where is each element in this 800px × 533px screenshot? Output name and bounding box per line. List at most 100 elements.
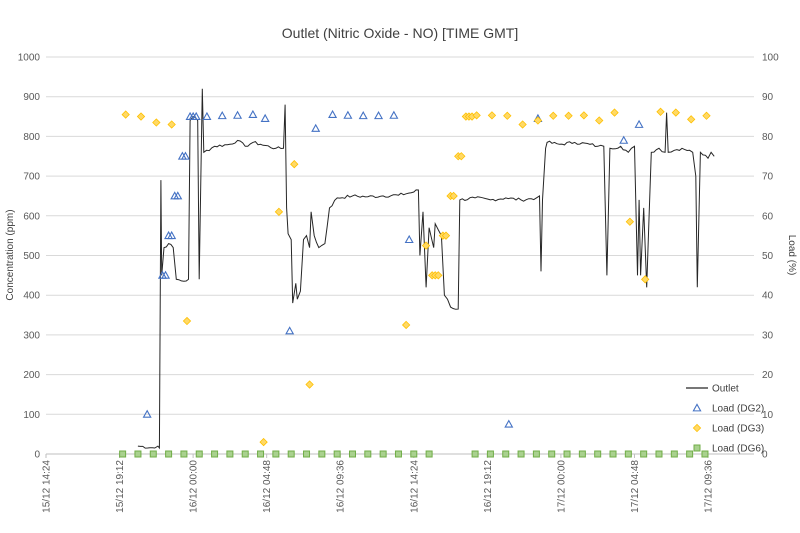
point-load-dg6 bbox=[348, 450, 356, 458]
point-load-dg3 bbox=[274, 207, 284, 216]
point-load-dg6 bbox=[272, 450, 280, 458]
point-load-dg2 bbox=[374, 111, 384, 120]
point-load-dg2 bbox=[619, 135, 629, 144]
point-load-dg2 bbox=[142, 409, 152, 418]
point-load-dg3 bbox=[564, 111, 573, 120]
legend-swatch-diamond bbox=[692, 423, 702, 433]
point-load-dg6 bbox=[379, 450, 387, 458]
point-load-dg6 bbox=[410, 450, 418, 458]
y2-tick-label: 30 bbox=[762, 330, 774, 341]
y-tick-label: 400 bbox=[23, 291, 40, 302]
series-line-outlet bbox=[137, 88, 715, 450]
y2-tick-label: 40 bbox=[762, 291, 774, 302]
y-axis-title: Concentration (ppm) bbox=[5, 209, 16, 300]
y2-tick-label: 20 bbox=[762, 370, 774, 381]
point-load-dg3 bbox=[441, 231, 451, 240]
point-load-dg2 bbox=[260, 113, 270, 122]
point-load-dg3 bbox=[401, 320, 411, 330]
y2-tick-label: 90 bbox=[762, 92, 774, 103]
y2-tick-label: 10 bbox=[762, 410, 774, 421]
point-load-dg6 bbox=[594, 450, 602, 458]
point-load-dg2 bbox=[404, 234, 414, 244]
point-load-dg3 bbox=[421, 241, 431, 250]
point-load-dg2 bbox=[248, 109, 258, 118]
point-load-dg3 bbox=[182, 316, 192, 326]
point-load-dg6 bbox=[471, 450, 479, 458]
point-load-dg6 bbox=[257, 450, 265, 458]
point-load-dg3 bbox=[449, 191, 458, 201]
point-load-dg3 bbox=[487, 111, 497, 120]
point-load-dg3 bbox=[533, 116, 543, 125]
point-load-dg6 bbox=[563, 450, 571, 458]
point-load-dg6 bbox=[333, 450, 341, 458]
y-tick-label: 800 bbox=[23, 132, 40, 143]
point-load-dg6 bbox=[149, 450, 157, 458]
point-load-dg3 bbox=[671, 108, 681, 117]
point-load-dg6 bbox=[226, 450, 234, 458]
point-load-dg6 bbox=[578, 450, 586, 458]
point-load-dg6 bbox=[609, 450, 617, 458]
legend-label: Load (DG6) bbox=[712, 444, 764, 455]
point-load-dg3 bbox=[687, 115, 696, 124]
point-load-dg6 bbox=[486, 450, 494, 458]
legend-label: Load (DG3) bbox=[712, 424, 764, 435]
point-load-dg3 bbox=[434, 271, 443, 280]
point-load-dg6 bbox=[425, 450, 433, 458]
point-load-dg6 bbox=[165, 450, 173, 458]
point-load-dg6 bbox=[211, 450, 219, 458]
point-load-dg6 bbox=[517, 450, 525, 458]
plot-area bbox=[119, 88, 715, 458]
point-load-dg3 bbox=[518, 120, 527, 129]
point-load-dg2 bbox=[343, 110, 353, 119]
point-load-dg2 bbox=[202, 111, 212, 120]
point-load-dg6 bbox=[364, 450, 372, 458]
legend: Outlet Load (DG2) Load (DG3) Load (DG6) bbox=[686, 384, 764, 455]
point-load-dg6 bbox=[195, 450, 203, 458]
point-load-dg6 bbox=[532, 450, 540, 458]
point-load-dg3 bbox=[625, 217, 635, 226]
point-load-dg6 bbox=[670, 450, 678, 458]
point-load-dg6 bbox=[686, 450, 694, 458]
point-load-dg3 bbox=[457, 152, 466, 161]
point-load-dg2 bbox=[358, 111, 368, 120]
y-tick-label: 500 bbox=[23, 251, 40, 262]
y-tick-label: 200 bbox=[23, 370, 40, 381]
x-tick-label: 17/12 04:48 bbox=[630, 460, 641, 513]
point-load-dg6 bbox=[624, 450, 632, 458]
point-load-dg2 bbox=[191, 111, 201, 120]
point-load-dg3 bbox=[305, 380, 314, 389]
x-tick-label: 16/12 19:12 bbox=[483, 460, 494, 513]
point-load-dg3 bbox=[702, 111, 711, 120]
x-tick-label: 16/12 04:48 bbox=[262, 460, 273, 513]
x-tick-label: 15/12 19:12 bbox=[115, 460, 126, 513]
x-tick-label: 16/12 09:36 bbox=[336, 460, 347, 513]
legend-label: Load (DG2) bbox=[712, 404, 764, 415]
point-load-dg2 bbox=[233, 110, 243, 119]
point-load-dg2 bbox=[504, 419, 514, 428]
x-tick-label: 17/12 09:36 bbox=[704, 460, 715, 513]
point-load-dg6 bbox=[318, 450, 326, 458]
y2-axis-title: Load (%) bbox=[786, 235, 797, 276]
point-load-dg3 bbox=[472, 111, 481, 120]
point-load-dg2 bbox=[160, 270, 171, 279]
point-load-dg6 bbox=[502, 450, 510, 458]
x-tick-label: 16/12 00:00 bbox=[189, 460, 200, 513]
point-load-dg6 bbox=[287, 450, 295, 458]
legend-swatch-square bbox=[693, 444, 701, 452]
point-load-dg2 bbox=[389, 110, 399, 119]
point-load-dg2 bbox=[634, 119, 644, 128]
y2-tick-label: 0 bbox=[762, 450, 768, 461]
x-tick-label: 16/12 14:24 bbox=[409, 460, 420, 513]
point-load-dg2 bbox=[167, 230, 177, 240]
point-load-dg2 bbox=[328, 109, 338, 118]
point-load-dg6 bbox=[134, 450, 142, 458]
point-load-dg2 bbox=[217, 111, 227, 120]
point-load-dg3 bbox=[136, 112, 146, 121]
point-load-dg3 bbox=[579, 111, 589, 120]
point-load-dg3 bbox=[503, 111, 512, 120]
y-tick-label: 300 bbox=[23, 330, 40, 341]
y-tick-label: 700 bbox=[23, 172, 40, 183]
point-load-dg2 bbox=[173, 191, 183, 200]
point-load-dg6 bbox=[548, 450, 556, 458]
